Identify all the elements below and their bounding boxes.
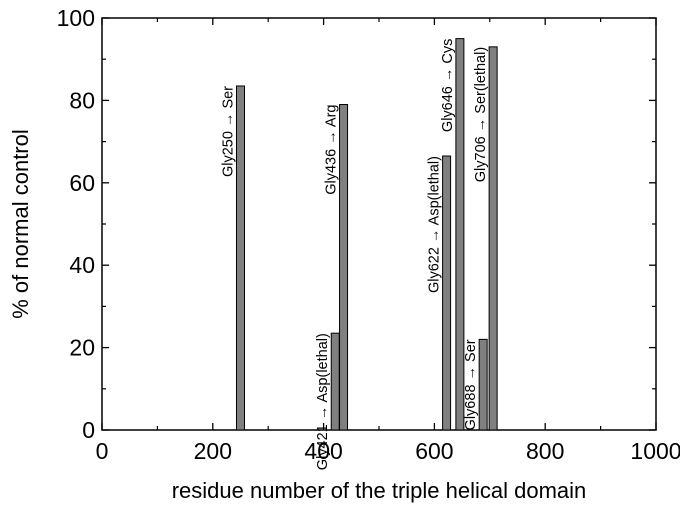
bar-label: Gly250 → Ser [221,86,237,177]
x-tick-label: 600 [415,438,453,464]
bar-label: Gly688 → Ser [463,339,479,430]
y-tick-label: 20 [69,335,95,361]
bar-label: Gly436 → Arg [324,105,340,195]
bar-label: Gly646 → Cys [440,39,456,132]
bar [478,338,488,431]
plot-border [101,17,657,431]
x-tick-label: 200 [194,438,232,464]
bar-labels: Gly250 → Ser Gly421 → Asp(lethal) Gly436 →… [221,39,490,471]
bar [330,332,340,431]
bars [236,38,498,431]
bar [442,155,452,431]
bar [488,46,498,431]
bar-label: Gly706 → Ser(lethal) [473,47,489,182]
x-tick-label: 800 [526,438,564,464]
bar-label: Gly421 → Asp(lethal) [315,333,331,470]
y-tick-label: 100 [57,5,95,31]
y-tick-label: 40 [69,252,95,278]
x-tick-label: 1000 [630,438,680,464]
bar-label: Gly622 → Asp(lethal) [427,156,443,293]
y-tick-label: 80 [69,87,95,113]
bar [455,38,465,431]
plot-frame [101,17,657,431]
y-tick-label: 0 [82,417,95,443]
bar [236,85,245,431]
x-tick-label: 400 [304,438,342,464]
x-tick-label: 0 [96,438,109,464]
y-axis-title: % of normal control [8,129,33,319]
x-axis-title: residue number of the triple helical dom… [172,478,587,503]
y-tick-label: 60 [69,170,95,196]
axis-ticks: 0 200 400 600 800 1000 0 20 40 60 80 100 [57,5,680,464]
bar [339,104,349,431]
